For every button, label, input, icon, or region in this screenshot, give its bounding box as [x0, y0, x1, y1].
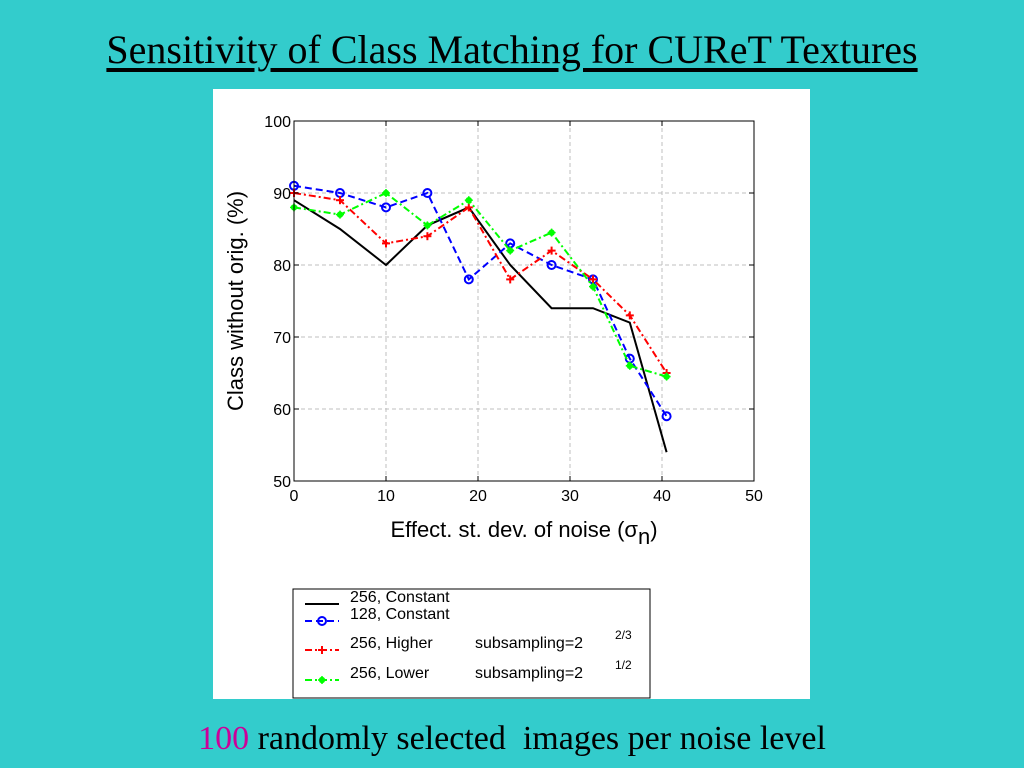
- y-tick-label: 70: [273, 330, 291, 347]
- data-point-circle: [661, 411, 672, 422]
- series-0: [293, 199, 668, 453]
- series-3: [290, 189, 671, 381]
- data-point-circle: [546, 260, 557, 270]
- legend-exponent-3: 1/2: [615, 658, 632, 672]
- legend-label-2: 256, Higher: [350, 635, 433, 652]
- series-line-0: [293, 199, 668, 453]
- series-layer: [289, 180, 672, 453]
- data-point-plus: [423, 232, 432, 241]
- legend-suffix-2: subsampling=2: [475, 635, 583, 652]
- x-tick-label: 20: [469, 488, 487, 505]
- data-point-plus: [625, 311, 634, 320]
- y-tick-label: 90: [273, 186, 291, 203]
- y-tick-label: 100: [264, 114, 291, 131]
- series-line-1: [293, 184, 668, 417]
- x-axis-label-subscript: n: [638, 524, 650, 549]
- data-point-star: [318, 676, 326, 684]
- data-point-plus: [506, 275, 515, 284]
- data-point-plus: [336, 196, 344, 205]
- footer-count: 100: [198, 720, 250, 757]
- legend-exponent-2: 2/3: [615, 628, 632, 642]
- axis-labels: Class without orig. (%) Effect. st. dev.…: [223, 191, 658, 549]
- data-point-circle: [422, 188, 433, 198]
- footer-text: randomly selected images per noise level: [249, 720, 826, 757]
- x-tick-label: 0: [290, 488, 299, 505]
- data-point-star: [423, 221, 432, 230]
- x-axis-label-close: ): [650, 517, 657, 542]
- series-line-2: [293, 192, 668, 374]
- series-1: [289, 180, 672, 422]
- y-tick-label: 80: [273, 258, 291, 275]
- data-point-star: [382, 189, 390, 197]
- data-point-star: [589, 282, 597, 291]
- legend-suffix-3: subsampling=2: [475, 665, 583, 682]
- figure-panel: 0 10 20 30 40 50 50 60 70 80 90 100 Class without o…: [213, 89, 810, 699]
- y-axis-label: Class without orig. (%): [223, 191, 248, 411]
- y-tick-label: 50: [273, 474, 291, 491]
- data-point-star: [464, 196, 473, 205]
- data-point-star: [662, 372, 671, 381]
- x-tick-label: 10: [377, 488, 395, 505]
- x-axis-label-main: Effect. st. dev. of noise (σ: [390, 517, 638, 542]
- slide-title: Sensitivity of Class Matching for CUReT …: [106, 27, 918, 72]
- data-point-star: [506, 246, 515, 255]
- data-point-star: [625, 361, 634, 370]
- legend-label-1: 128, Constant: [350, 606, 450, 623]
- data-point-plus: [589, 275, 597, 284]
- plot-frame: [293, 120, 755, 482]
- series-line-3: [293, 191, 667, 378]
- legend-label-0: 256, Constant: [350, 589, 450, 606]
- data-point-circle: [381, 202, 391, 213]
- data-point-plus: [382, 239, 390, 248]
- x-tick-label: 30: [561, 488, 579, 505]
- footer-caption: 100 randomly selected images per noise l…: [0, 720, 1024, 758]
- y-tick-label: 60: [273, 402, 291, 419]
- data-point-circle: [463, 274, 474, 285]
- x-tick-label: 40: [653, 488, 671, 505]
- line-chart: 0 10 20 30 40 50 50 60 70 80 90 100 Class without o…: [223, 114, 763, 699]
- data-point-plus: [464, 203, 473, 212]
- data-point-circle: [317, 616, 327, 626]
- series-2: [290, 189, 671, 377]
- legend-box: [292, 588, 651, 699]
- x-axis-label: Effect. st. dev. of noise (σn): [390, 517, 657, 549]
- data-point-star: [336, 210, 344, 219]
- legend-label-3: 256, Lower: [350, 665, 430, 682]
- data-point-plus: [318, 646, 326, 654]
- tick-layer: 0 10 20 30 40 50 50 60 70 80 90 100: [264, 114, 763, 505]
- x-tick-label: 50: [745, 488, 763, 505]
- data-point-star: [547, 228, 556, 237]
- data-point-plus: [547, 246, 556, 255]
- grid-layer: [294, 121, 754, 481]
